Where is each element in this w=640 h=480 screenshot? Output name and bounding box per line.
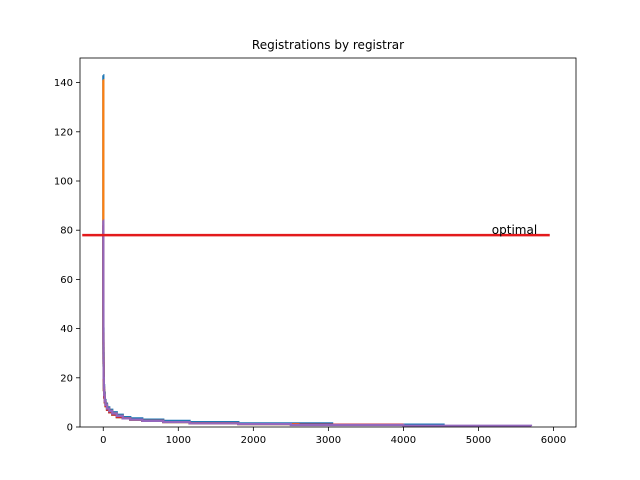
y-tick-label: 120 <box>54 127 73 138</box>
x-tick-label: 4000 <box>391 435 416 446</box>
y-tick-label: 0 <box>67 423 73 434</box>
x-tick-label: 0 <box>100 435 106 446</box>
plot-area: optimal <box>82 74 550 427</box>
y-tick-label: 20 <box>60 373 73 384</box>
x-tick-label: 5000 <box>466 435 491 446</box>
y-tick-label: 140 <box>54 78 73 89</box>
plot-frame <box>79 57 577 428</box>
y-tick-label: 80 <box>60 226 73 237</box>
x-axis: 0 1000 2000 3000 4000 5000 6000 <box>100 427 566 446</box>
y-tick-label: 60 <box>60 275 73 286</box>
y-tick-label: 40 <box>60 324 73 335</box>
series-line-3 <box>102 229 366 426</box>
optimal-label: optimal <box>492 223 537 237</box>
y-axis: 0 20 40 60 80 100 120 140 <box>54 78 80 434</box>
chart-title: Registrations by registrar <box>252 38 404 52</box>
x-tick-label: 2000 <box>241 435 266 446</box>
series-line-5 <box>102 219 533 427</box>
x-tick-label: 1000 <box>166 435 191 446</box>
series-line-1 <box>102 74 445 426</box>
x-tick-label: 6000 <box>541 435 566 446</box>
series-line-2 <box>102 79 404 426</box>
series-line-4 <box>102 224 404 426</box>
y-tick-label: 100 <box>54 177 73 188</box>
x-tick-label: 3000 <box>316 435 341 446</box>
